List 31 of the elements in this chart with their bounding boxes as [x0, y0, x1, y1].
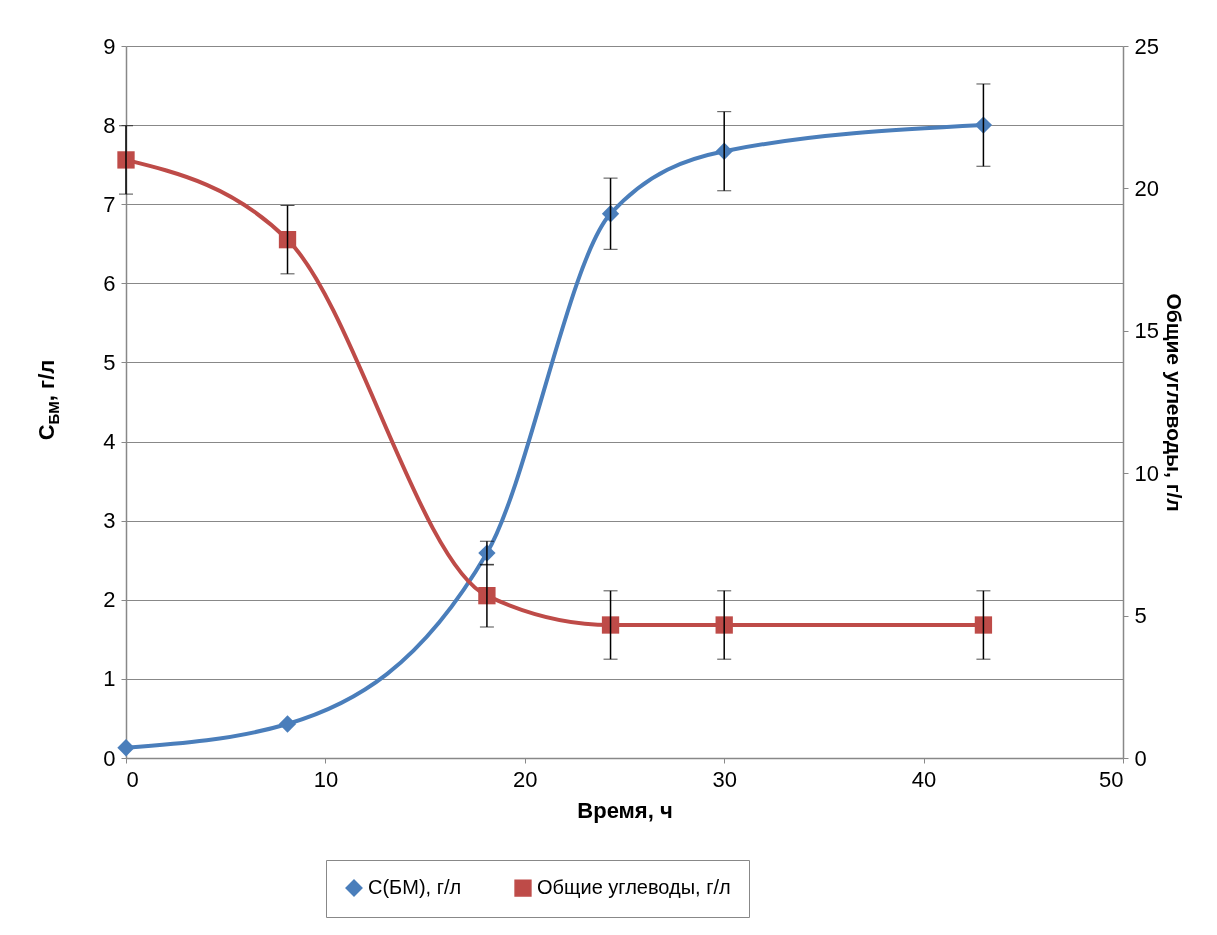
x-axis-title: Время, ч	[577, 797, 673, 823]
point	[974, 616, 993, 634]
y2-tick-label: 5	[1134, 603, 1147, 629]
x-tick-label: 0	[126, 766, 139, 792]
y-tick-label: 7	[103, 191, 116, 217]
legend-label: С(БМ), г/л	[368, 876, 462, 899]
y2-tick-label: 0	[1134, 745, 1147, 771]
y2-tick-label: 15	[1134, 318, 1159, 344]
x-tick-label: 30	[712, 766, 737, 792]
point	[601, 616, 620, 634]
y2-axis-title: Общие углеводы, г/л	[1162, 293, 1186, 512]
point	[278, 715, 297, 733]
y-tick-label: 9	[103, 33, 116, 59]
y2-tick-label: 25	[1134, 33, 1159, 59]
legend-label: Общие углеводы, г/л	[537, 876, 731, 899]
y-tick-label: 8	[103, 112, 116, 138]
y2-tick-label: 10	[1134, 460, 1159, 486]
x-tick-label: 40	[911, 766, 937, 792]
y-tick-label: 2	[103, 587, 116, 613]
y-tick-label: 5	[103, 349, 116, 375]
x-tick-label: 20	[513, 766, 538, 792]
y-tick-label: 6	[103, 270, 116, 296]
point	[974, 116, 993, 134]
y-tick-label: 0	[103, 745, 116, 771]
y-tick-label: 1	[103, 666, 116, 692]
y-tick-label: 4	[103, 429, 116, 455]
x-tick-label: 50	[1099, 766, 1124, 792]
x-tick-label: 10	[313, 766, 339, 792]
point	[117, 739, 135, 757]
y2-tick-label: 20	[1134, 175, 1159, 201]
y-tick-label: 3	[103, 508, 116, 534]
